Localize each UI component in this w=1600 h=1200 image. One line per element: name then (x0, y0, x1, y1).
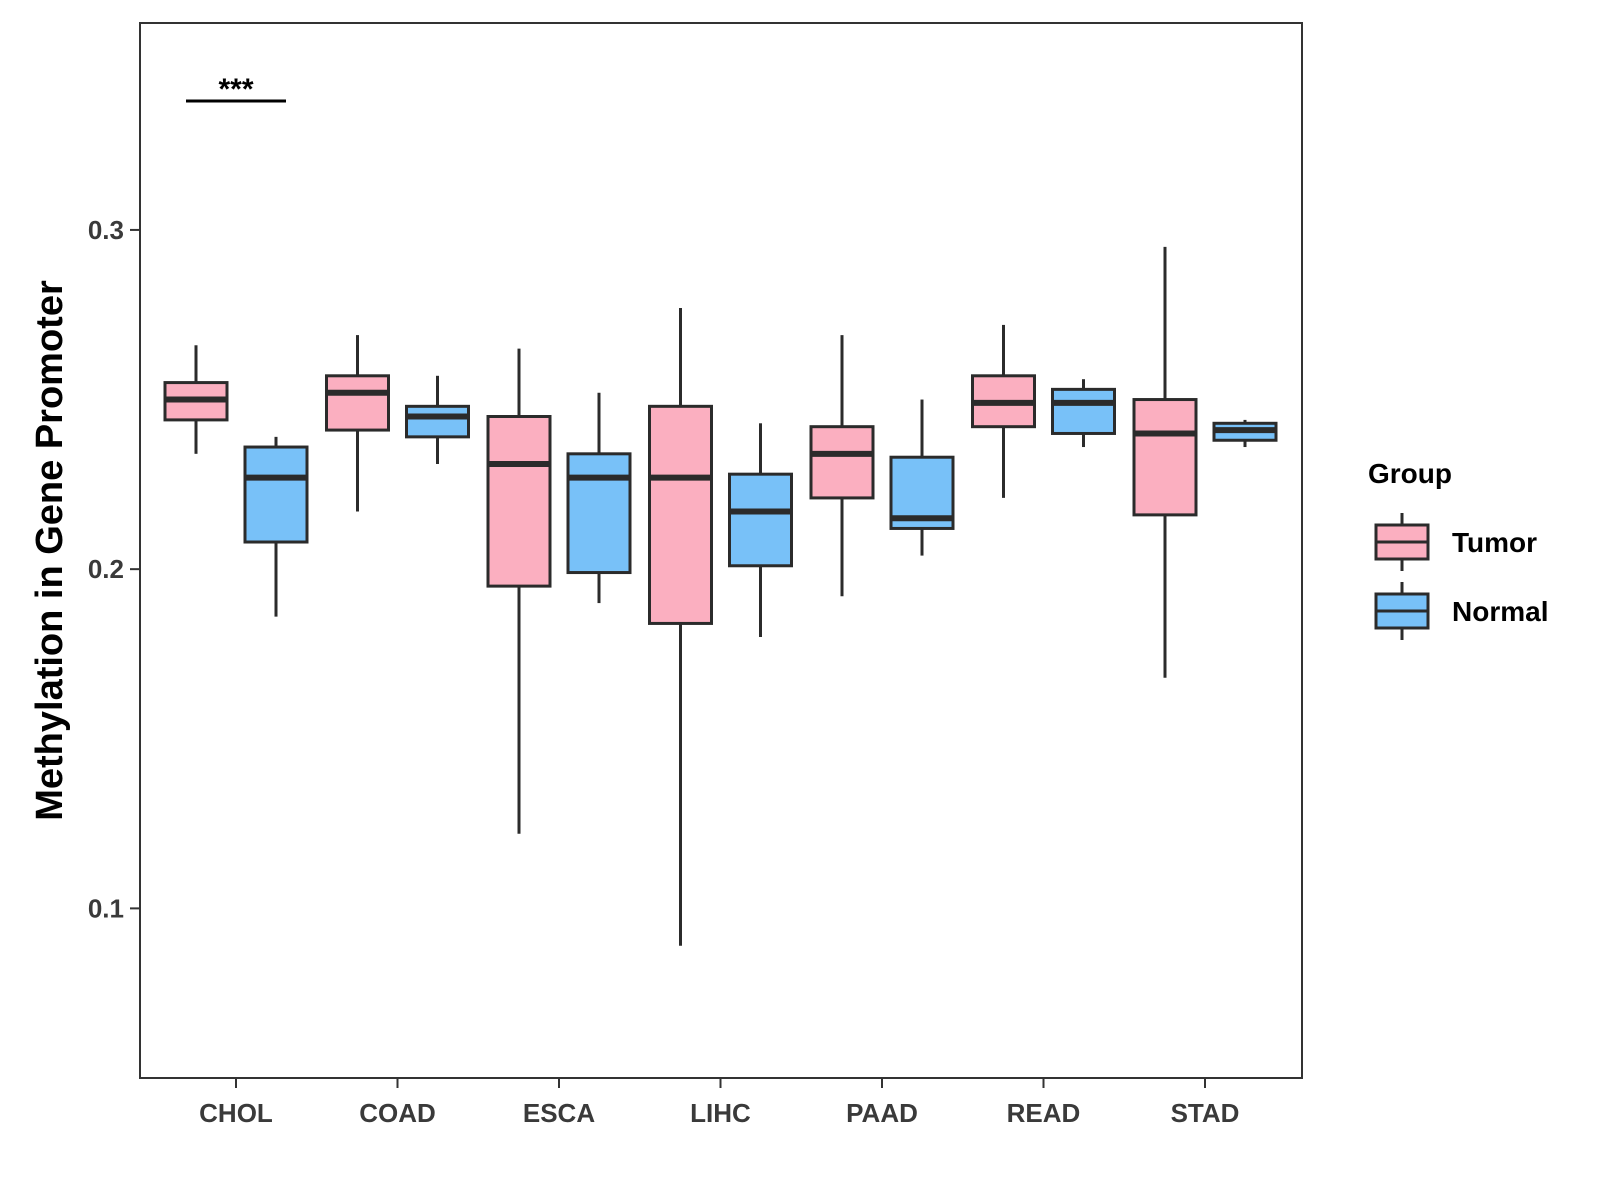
box-series (163, 246, 1278, 946)
x-tick-label-paad: PAAD (846, 1098, 918, 1128)
box-normal-stad (1212, 419, 1278, 448)
box-iqr (648, 404, 713, 625)
box-iqr (325, 374, 390, 432)
y-tick-label: 0.1 (88, 893, 124, 923)
box-iqr (566, 452, 632, 575)
box-tumor-chol (163, 345, 229, 454)
box-normal-paad (889, 399, 955, 556)
legend-item-normal: Normal (1374, 582, 1548, 640)
legend-item-tumor: Tumor (1374, 513, 1537, 571)
box-iqr (243, 445, 309, 544)
x-tick-label-coad: COAD (359, 1098, 436, 1128)
box-tumor-paad (809, 335, 875, 597)
box-tumor-lihc (648, 307, 713, 946)
y-tick-label: 0.2 (88, 554, 124, 584)
box-iqr (1051, 387, 1116, 435)
significance-annotations: *** (186, 73, 286, 106)
box-iqr (486, 415, 552, 588)
box-tumor-coad (325, 335, 390, 512)
box-tumor-read (971, 324, 1036, 498)
legend-title: Group (1368, 458, 1452, 489)
x-axis: CHOL COAD ESCA LIHC PAAD READ STAD (199, 1078, 1239, 1128)
box-normal-esca (566, 392, 632, 604)
box-normal-read (1051, 379, 1116, 448)
box-tumor-stad (1132, 246, 1198, 678)
y-axis-title: Methylation in Gene Promoter (29, 280, 71, 821)
y-tick-label: 0.3 (88, 215, 124, 245)
x-tick-label-lihc: LIHC (690, 1098, 751, 1128)
box-iqr (1132, 398, 1198, 517)
x-tick-label-stad: STAD (1171, 1098, 1240, 1128)
plot-panel-border (139, 22, 1303, 1079)
significance-label: *** (218, 73, 253, 106)
box-iqr (405, 404, 470, 439)
x-tick-label-esca: ESCA (523, 1098, 595, 1128)
legend: Group Tumor Normal (1368, 458, 1548, 640)
y-axis: 0.1 0.2 0.3 (88, 215, 140, 923)
legend-label: Normal (1452, 596, 1548, 627)
box-normal-lihc (728, 423, 793, 638)
box-normal-coad (405, 375, 470, 464)
box-normal-chol (243, 436, 309, 617)
x-tick-label-chol: CHOL (199, 1098, 273, 1128)
box-iqr (809, 425, 875, 500)
legend-label: Tumor (1452, 527, 1537, 558)
box-iqr (728, 472, 793, 568)
box-tumor-esca (486, 348, 552, 834)
x-tick-label-read: READ (1007, 1098, 1081, 1128)
